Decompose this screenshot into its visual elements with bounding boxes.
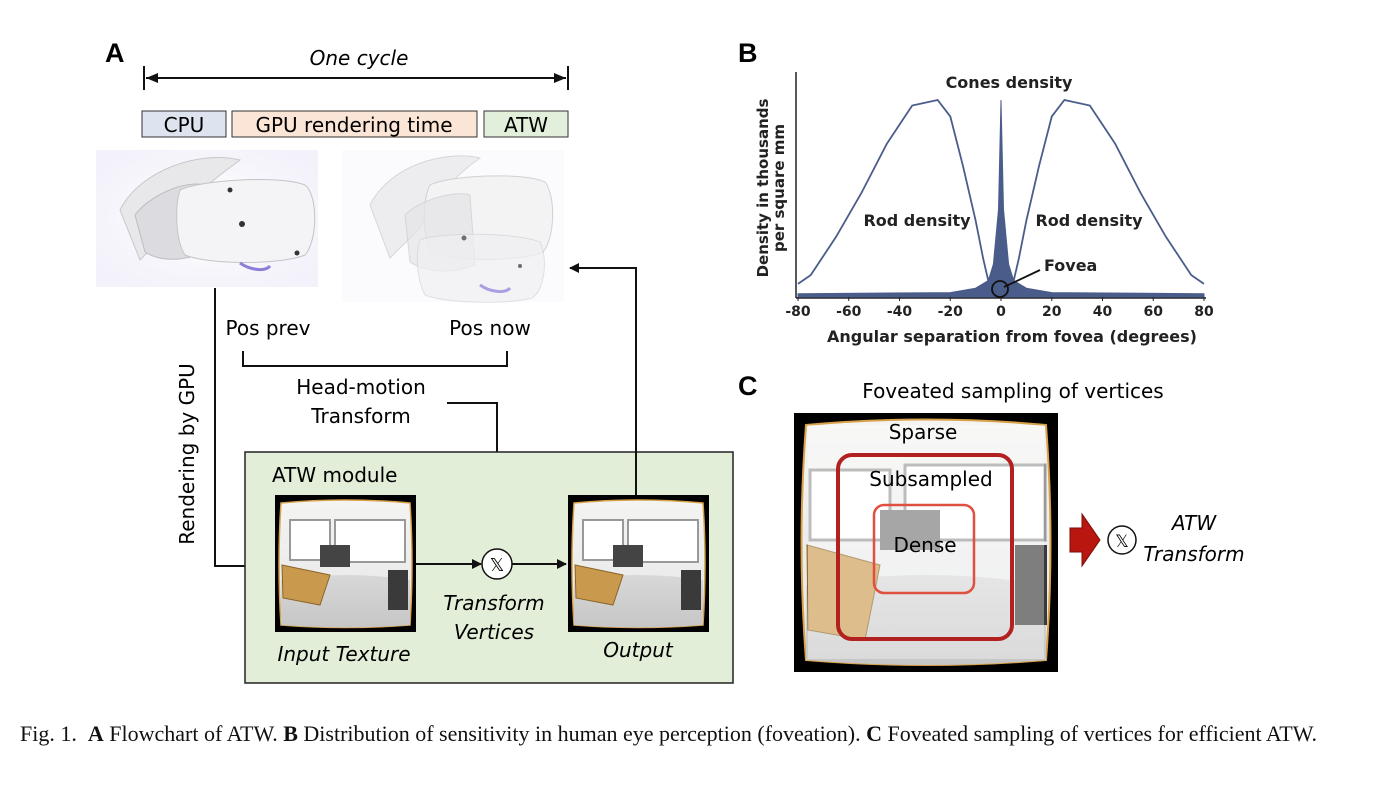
pos-prev-label: Pos prev: [226, 316, 311, 340]
x-tick-label: 20: [1042, 304, 1062, 320]
cpu-label: CPU: [164, 113, 205, 137]
gpu-label: GPU rendering time: [255, 113, 452, 137]
cycle-arrow-left: [146, 73, 158, 83]
atw-label: ATW: [504, 113, 548, 137]
output-label: Output: [603, 638, 674, 662]
head-motion-label-line1: Head-motion: [296, 375, 426, 399]
caption-c-label: C: [866, 721, 882, 746]
density-chart: -80 -60 -40 -20 0 20 40 60 80: [785, 72, 1214, 320]
atw-transform-line2: Transform: [1143, 542, 1244, 566]
panel-c-title: Foveated sampling of vertices: [862, 379, 1163, 403]
head-motion-bracket: [242, 351, 508, 367]
panel-a-label: A: [105, 38, 125, 68]
atw-multiply-symbol: 𝕏: [1115, 532, 1129, 552]
x-tick-label: 0: [996, 304, 1006, 320]
caption-a-text: Flowchart of ATW.: [109, 721, 278, 746]
caption-b-label: B: [283, 721, 298, 746]
x-tick-label: -20: [938, 304, 964, 320]
headset-prev-image: [96, 150, 318, 287]
atw-module-title: ATW module: [272, 463, 397, 487]
rendering-by-gpu-label: Rendering by GPU: [175, 363, 199, 545]
cones-density-label: Cones density: [946, 73, 1073, 92]
input-texture-label: Input Texture: [277, 642, 410, 666]
panel-c-label: C: [738, 371, 758, 401]
subsampled-label: Subsampled: [869, 467, 992, 491]
multiply-symbol: 𝕏: [490, 555, 505, 576]
dense-label: Dense: [893, 533, 956, 557]
caption-c-text: Foveated sampling of vertices for effici…: [887, 721, 1318, 746]
x-tick-label: -80: [785, 304, 811, 320]
x-tick-label: -40: [887, 304, 913, 320]
head-motion-label-line2: Transform: [310, 404, 410, 428]
caption-a-label: A: [87, 721, 104, 746]
y-axis-label-line2: per square mm: [770, 124, 788, 252]
cpu-box: [141, 110, 227, 138]
rod-density-right-label: Rod density: [1035, 211, 1143, 230]
atw-transform-line1: ATW: [1170, 511, 1217, 535]
fovea-label: Fovea: [1044, 256, 1097, 275]
red-block-arrow: [1069, 512, 1101, 568]
transform-vertices-line2: Vertices: [454, 620, 534, 644]
caption-b-text: Distribution of sensitivity in human eye…: [303, 721, 861, 746]
headset-now-image: [342, 150, 564, 303]
pos-now-label: Pos now: [449, 316, 531, 340]
figure-canvas: A One cycle CPU GPU rendering time ATW P…: [96, 38, 1245, 684]
y-axis-label-line1: Density in thousands: [754, 99, 772, 278]
one-cycle-label: One cycle: [310, 46, 409, 70]
atw-box: [483, 110, 569, 138]
gpu-box: [231, 110, 478, 138]
subsampled-region: [836, 453, 1014, 641]
cycle-arrow-right: [554, 73, 566, 83]
x-tick-label: 60: [1144, 304, 1164, 320]
input-texture-image: [275, 495, 416, 632]
output-image: [568, 495, 709, 632]
panel-b-label: B: [738, 38, 758, 68]
sparse-label: Sparse: [889, 420, 958, 444]
atw-multiply-node: [1107, 525, 1137, 555]
fovea-pointer: [1003, 269, 1041, 288]
x-axis-label: Angular separation from fovea (degrees): [827, 327, 1197, 346]
figure-caption: Fig. 1. A Flowchart of ATW. B Distributi…: [20, 718, 1376, 750]
x-tick-label: 40: [1093, 304, 1113, 320]
fovea-marker: [991, 280, 1009, 298]
transform-vertices-line1: Transform: [443, 591, 544, 615]
x-tick-label: 80: [1194, 304, 1214, 320]
caption-prefix: Fig. 1.: [20, 721, 77, 746]
x-tick-label: -60: [836, 304, 862, 320]
rod-density-left-label: Rod density: [863, 211, 971, 230]
output-to-display-arrow: [569, 263, 637, 495]
cones-density-series: [797, 99, 1205, 298]
dense-region: [872, 503, 976, 595]
foveated-sampling-image: [794, 413, 1058, 672]
